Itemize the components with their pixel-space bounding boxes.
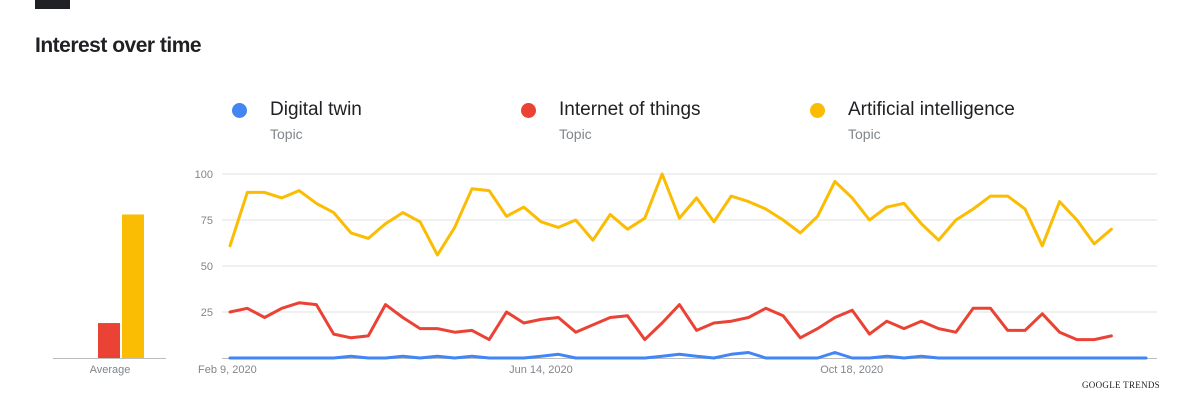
x-tick-label: Oct 18, 2020 [820, 364, 883, 376]
average-label: Average [90, 364, 131, 376]
legend: Digital twin Topic Internet of things To… [232, 99, 1132, 149]
y-tick-label: 100 [195, 169, 213, 181]
legend-name: Internet of things [559, 99, 701, 120]
legend-dot-icon [232, 103, 247, 118]
chart-title: Interest over time [35, 34, 202, 57]
legend-name: Digital twin [270, 99, 362, 120]
legend-dot-icon [810, 103, 825, 118]
average-bar-artificial-intelligence [122, 214, 144, 358]
y-tick-label: 75 [201, 215, 213, 227]
average-bar-internet-of-things [98, 323, 120, 358]
legend-name: Artificial intelligence [848, 99, 1015, 120]
legend-subtitle: Topic [559, 126, 592, 142]
series-line-artificial-intelligence [228, 172, 1113, 257]
series-line-digital-twin [228, 351, 1148, 360]
google-trends-logo: GOOGLE TRENDS [1082, 380, 1160, 390]
y-tick-label: 50 [201, 261, 213, 273]
x-tick-label: Feb 9, 2020 [198, 364, 257, 376]
legend-subtitle: Topic [848, 126, 881, 142]
series-line-internet-of-things [228, 301, 1113, 342]
legend-dot-icon [521, 103, 536, 118]
x-tick-label: Jun 14, 2020 [509, 364, 573, 376]
legend-subtitle: Topic [270, 126, 303, 142]
header-bar [35, 0, 70, 9]
y-tick-label: 25 [201, 307, 213, 319]
